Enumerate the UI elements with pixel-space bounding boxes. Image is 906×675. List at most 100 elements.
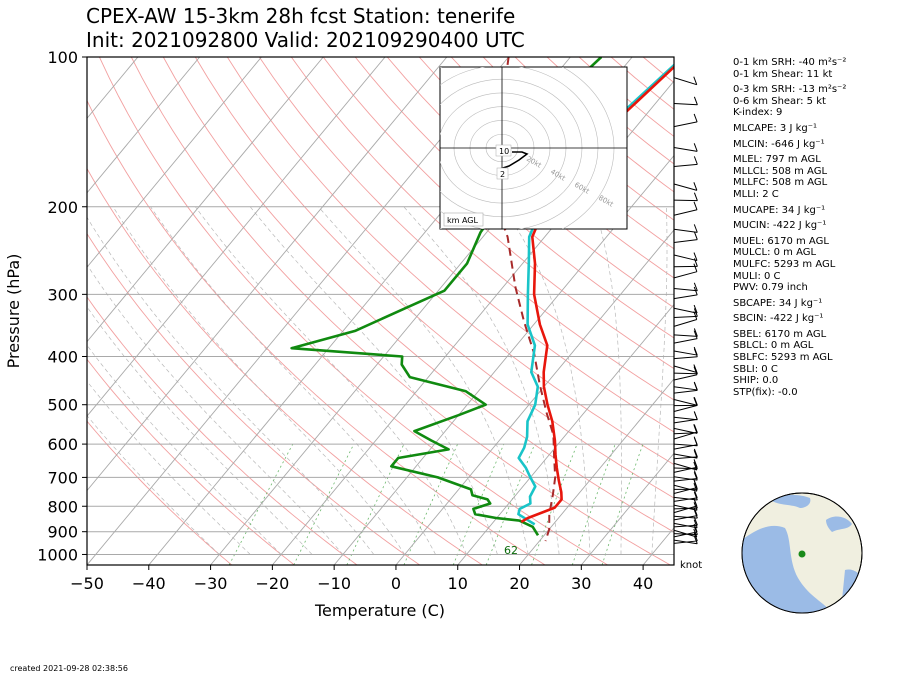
y-tick-label: 900 (47, 523, 78, 542)
wind-barb-icon (673, 517, 698, 528)
barb-unit-label: knot (680, 560, 703, 571)
wind-barb-icon (673, 470, 698, 482)
mixing-ratio-line (403, 443, 458, 565)
wind-barb-icon (673, 489, 698, 502)
sounding-index-line: SBCAPE: 34 J kg⁻¹ (733, 297, 823, 309)
moist-adiabat (502, 206, 591, 555)
wind-barb-icon (673, 231, 698, 244)
wind-barb-icon (673, 364, 698, 373)
wind-barb-icon (673, 304, 698, 314)
isotherm-line (87, 57, 386, 417)
sounding-index-line: MUCAPE: 34 J kg⁻¹ (733, 204, 826, 216)
isotherm-line (87, 57, 448, 492)
sounding-index-line: MUCIN: -422 J kg⁻¹ (733, 220, 827, 232)
isotherm-line (580, 452, 674, 565)
sounding-index-line: 0-6 km Shear: 5 kt (733, 95, 826, 107)
isotherm-line (87, 57, 324, 343)
sounding-index-line: STP(fix): -0.0 (733, 386, 798, 398)
y-tick-label: 800 (47, 497, 78, 516)
wind-barb-icon (673, 143, 698, 152)
x-tick-label: −10 (317, 574, 351, 593)
x-tick-label: 0 (391, 574, 401, 593)
dry-adiabat (258, 57, 674, 433)
sounding-index-line: MLCIN: -646 J kg⁻¹ (733, 138, 825, 150)
sounding-index-line: SBEL: 6170 m AGL (733, 328, 827, 340)
hodograph-height-label: 10 (499, 147, 509, 156)
isotherm-line (333, 154, 674, 565)
y-tick-label: 600 (47, 435, 78, 454)
sounding-index-line: MULI: 0 C (733, 270, 781, 282)
x-tick-label: 40 (633, 574, 653, 593)
sounding-index-line: MLLCL: 508 m AGL (733, 165, 828, 177)
moist-adiabat (593, 206, 622, 555)
wind-barb-icon (673, 509, 698, 519)
wind-barb-icon (673, 182, 698, 191)
moist-adiabat (87, 344, 282, 555)
isotherm-line (395, 229, 674, 565)
sounding-index-line: MULFC: 5293 m AGL (733, 258, 836, 270)
sounding-index-line: K-index: 9 (733, 107, 783, 119)
wind-barb-icon (673, 156, 698, 167)
dry-adiabat (98, 57, 608, 565)
x-tick-label: −40 (132, 574, 166, 593)
dry-adiabat (87, 420, 232, 565)
mixing-ratio-line (571, 443, 616, 565)
dry-adiabat (87, 358, 295, 565)
moist-adiabat (87, 414, 220, 555)
x-tick-label: −20 (255, 574, 289, 593)
sounding-indices-panel: 0-1 km SRH: -40 m²s⁻² 0-1 km Shear: 11 kt… (733, 57, 846, 398)
virtual-temperature-line (517, 63, 674, 526)
hodograph-legend: km AGL (447, 216, 479, 225)
wind-barbs (673, 76, 698, 545)
wind-barb-icon (673, 311, 698, 327)
wind-barb-icon (673, 263, 698, 279)
wind-barb-icon (673, 192, 698, 202)
x-tick-label: 10 (448, 574, 468, 593)
surface-value-label: 62 (504, 544, 518, 557)
dry-adiabat (386, 57, 674, 309)
wind-barb-icon (673, 76, 698, 86)
wind-barb-icon (673, 366, 698, 381)
wind-barb-icon (673, 330, 698, 344)
wind-barb-icon (673, 348, 698, 360)
moist-adiabat (87, 216, 375, 555)
sounding-index-line: MLLI: 2 C (733, 188, 779, 200)
moist-adiabat (651, 206, 668, 555)
wind-barb-icon (673, 96, 698, 106)
wind-barb-icon (673, 436, 698, 450)
sounding-index-line: MUEL: 6170 m AGL (733, 235, 829, 247)
wind-barb-icon (673, 497, 698, 514)
wind-barb-icon (673, 507, 698, 521)
dry-adiabat (87, 296, 358, 565)
dry-adiabat (194, 57, 674, 499)
sounding-index-line: 0-1 km Shear: 11 kt (733, 68, 833, 80)
wind-barb-icon (673, 459, 698, 473)
sounding-index-line: MLLFC: 508 m AGL (733, 177, 828, 189)
isotherm-line (87, 57, 509, 565)
sounding-index-line: SBCIN: -422 J kg⁻¹ (733, 313, 824, 325)
moist-adiabat (87, 264, 344, 555)
x-tick-label: 20 (509, 574, 529, 593)
dry-adiabat (130, 57, 671, 565)
wind-barb-icon (673, 532, 698, 544)
wind-barb-icon (673, 411, 698, 421)
mixing-ratio-line (601, 443, 644, 565)
wind-barb-icon (673, 365, 698, 375)
x-axis-label: Temperature (C) (314, 601, 445, 620)
sounding-index-line: SBLCL: 0 m AGL (733, 340, 814, 352)
isotherm-line (457, 303, 674, 565)
sounding-index-line: 0-1 km SRH: -40 m²s⁻² (733, 57, 847, 68)
wind-barb-icon (673, 523, 698, 538)
chart-title-line1: CPEX-AW 15-3km 28h fcst Station: tenerif… (86, 4, 516, 28)
isotherm-line (519, 378, 674, 565)
wind-barb-icon (673, 113, 698, 128)
y-tick-label: 700 (47, 468, 78, 487)
dry-adiabat (162, 57, 674, 533)
moist-adiabat (87, 380, 251, 555)
y-tick-label: 200 (47, 198, 78, 217)
sounding-index-line: SBLFC: 5293 m AGL (733, 352, 833, 364)
parcel-line (490, 57, 557, 542)
